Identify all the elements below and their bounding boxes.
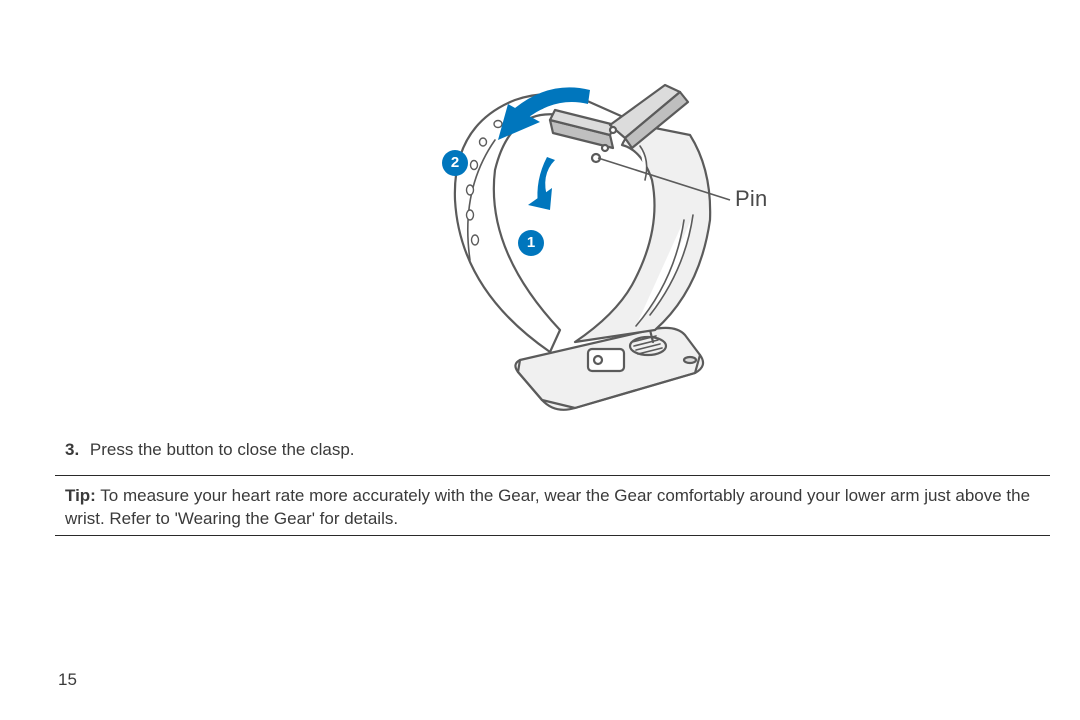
- page-number: 15: [58, 670, 77, 690]
- wristband-svg: [400, 30, 780, 430]
- step-number: 3.: [65, 440, 79, 459]
- tip-block: Tip: To measure your heart rate more acc…: [65, 485, 1040, 531]
- step-text: Press the button to close the clasp.: [90, 440, 355, 459]
- manual-page: 2 1 Pin 3. Press the button to close the…: [0, 0, 1080, 720]
- tip-text: To measure your heart rate more accurate…: [65, 486, 1030, 528]
- rule-top: [55, 475, 1050, 476]
- tip-label: Tip:: [65, 486, 96, 505]
- wristband-illustration: 2 1 Pin: [400, 30, 780, 430]
- callout-badge-1: 1: [518, 230, 544, 256]
- callout-badge-2: 2: [442, 150, 468, 176]
- rule-bottom: [55, 535, 1050, 536]
- pin-label: Pin: [735, 186, 767, 212]
- step-3: 3. Press the button to close the clasp.: [65, 440, 1040, 460]
